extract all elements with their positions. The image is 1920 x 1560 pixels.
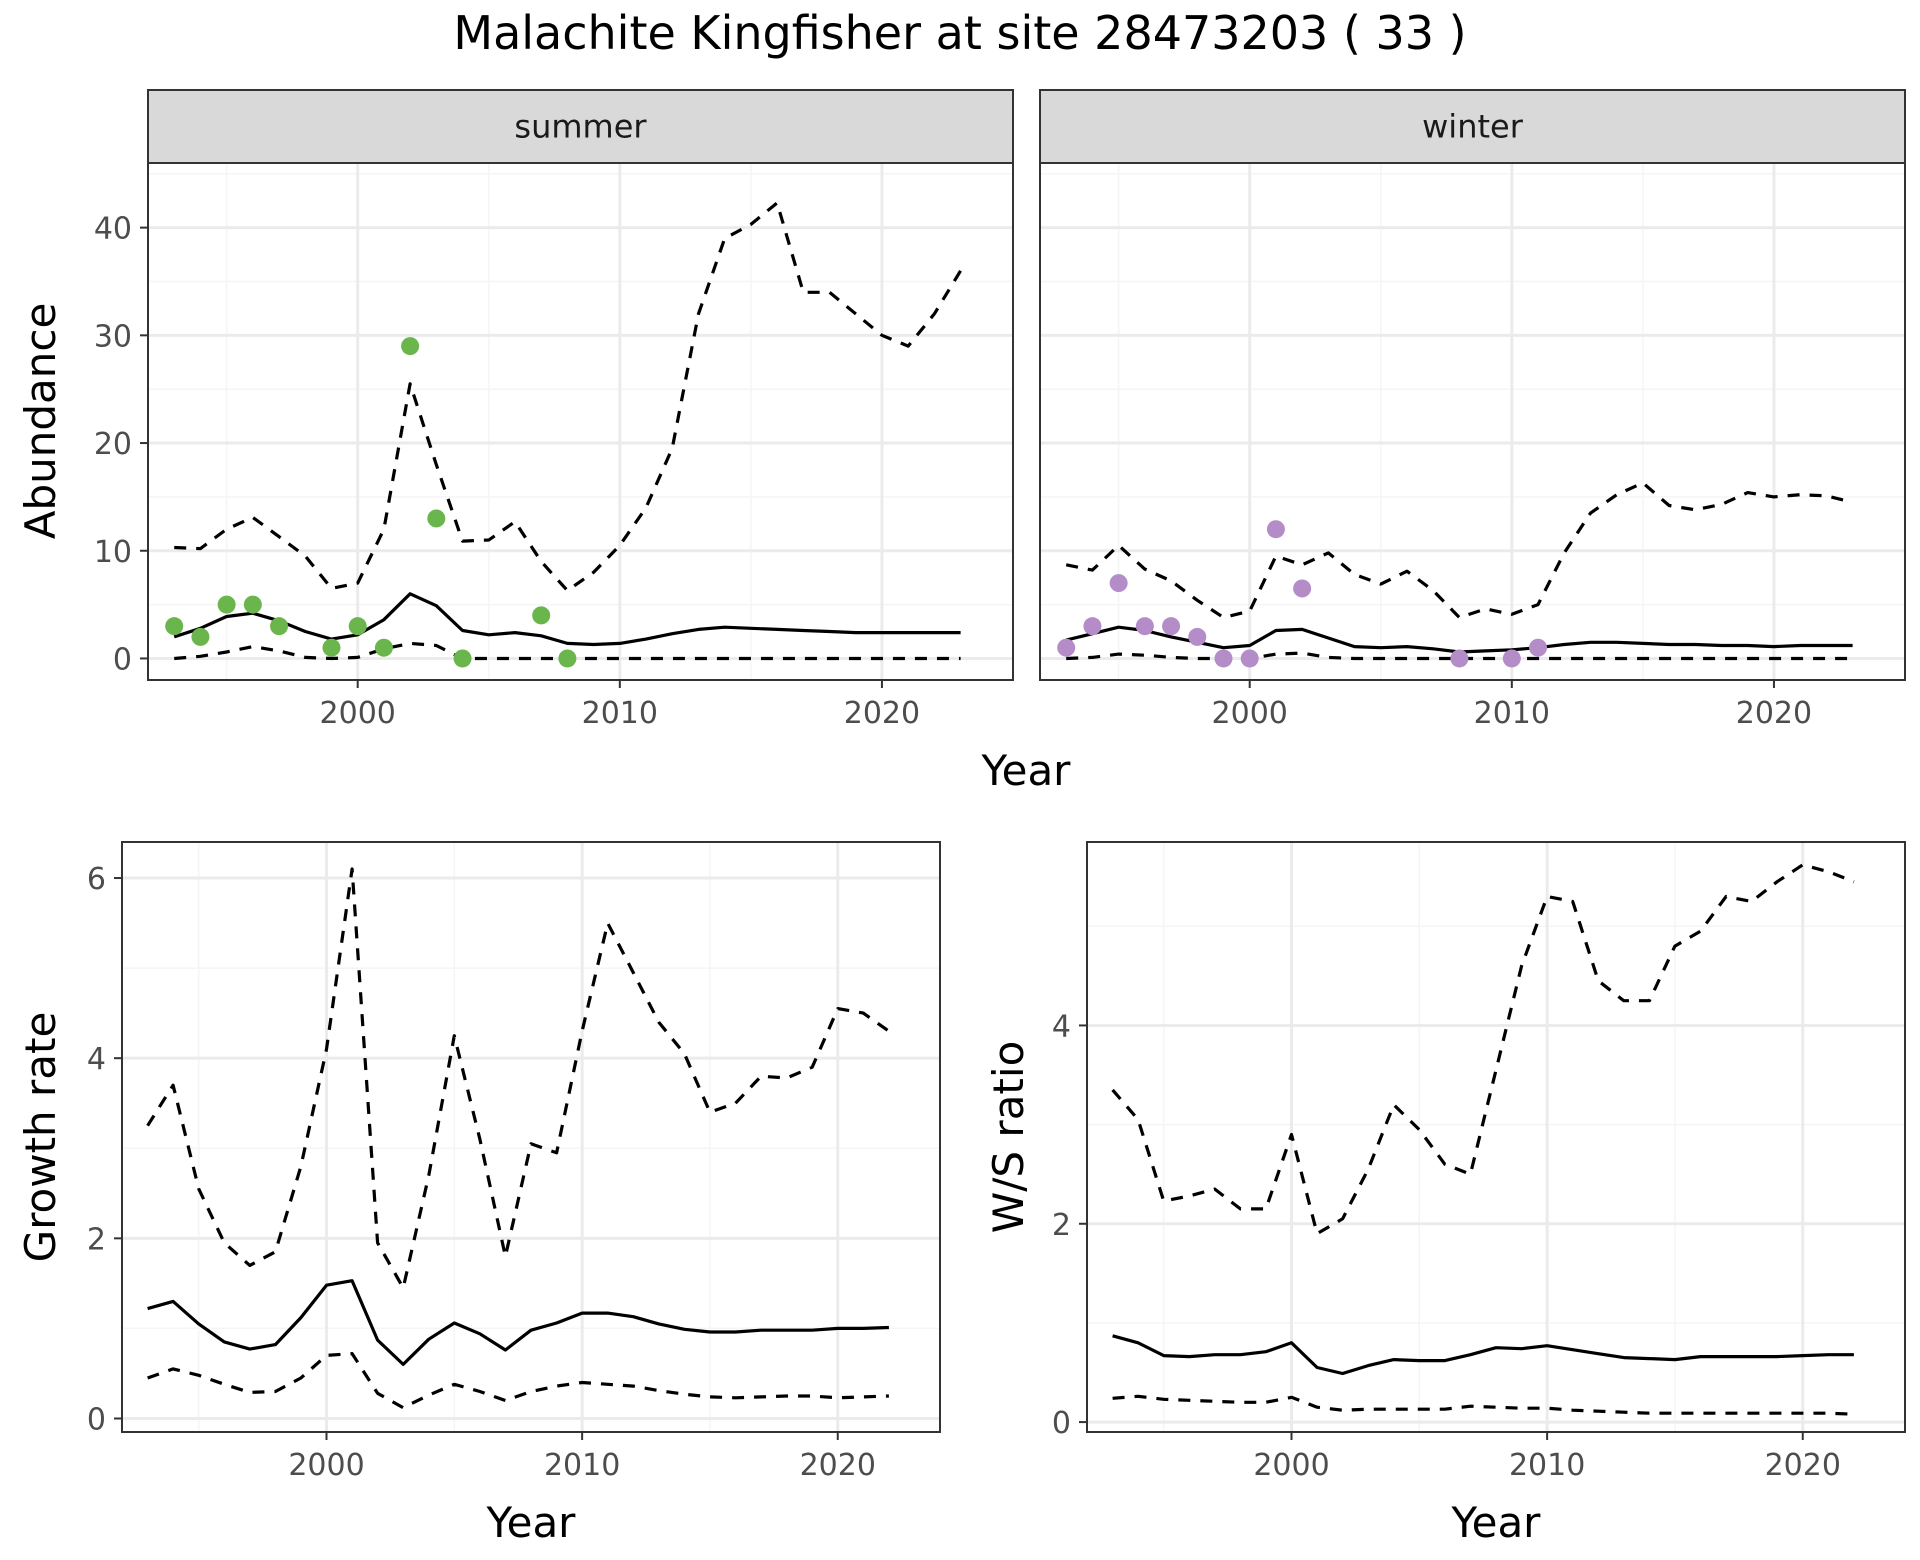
y-tick-label: 2: [87, 1222, 106, 1257]
series-line-upper-bound: [1111, 863, 1855, 1236]
facet-strip: [147, 89, 1014, 164]
observation-point: [1450, 649, 1469, 668]
panel-background: [122, 842, 940, 1432]
y-tick-label: 4: [1052, 1009, 1071, 1044]
observation-point: [401, 337, 420, 356]
panel-background: [1040, 163, 1905, 680]
observation-point: [217, 595, 236, 614]
observation-point: [427, 509, 446, 528]
y-axis-label-growth-rate: Growth rate: [16, 1012, 65, 1263]
facet-strip-label: summer: [514, 108, 647, 146]
observation-point: [348, 617, 367, 636]
observation-point: [1057, 638, 1076, 657]
y-tick-label: 0: [1052, 1406, 1071, 1441]
observation-point: [1214, 649, 1233, 668]
observation-point: [374, 638, 393, 657]
y-tick-label: 10: [94, 535, 132, 570]
y-axis-label-ws-ratio: W/S ratio: [984, 1041, 1033, 1234]
y-tick-label: 4: [87, 1042, 106, 1077]
y-tick-label: 6: [87, 862, 106, 897]
y-tick-label: 0: [87, 1402, 106, 1437]
x-tick-label: 2020: [1736, 696, 1812, 731]
y-tick-label: 2: [1052, 1208, 1071, 1243]
x-tick-label: 2000: [1212, 696, 1288, 731]
observation-point: [453, 649, 472, 668]
chart-title: Malachite Kingfisher at site 28473203 ( …: [453, 6, 1467, 60]
series-line-upper-bound: [1065, 481, 1853, 620]
series-line-lower-bound: [147, 1352, 889, 1410]
x-axis-label-top: Year: [981, 746, 1072, 795]
observation-point: [1135, 617, 1154, 636]
series-line-upper-bound: [146, 867, 890, 1290]
x-tick-label: 2000: [320, 696, 396, 731]
x-tick-label: 2020: [800, 1448, 876, 1483]
observation-point: [270, 617, 289, 636]
y-tick-label: 30: [94, 319, 132, 354]
x-axis-label-bottom-left: Year: [486, 1498, 577, 1547]
observation-point: [322, 638, 341, 657]
observation-point: [165, 617, 184, 636]
y-axis-label-abundance: Abundance: [16, 303, 65, 540]
series-line-lower-bound: [1112, 1394, 1854, 1416]
observation-point: [1502, 649, 1521, 668]
observation-point: [558, 649, 577, 668]
facet-strip: [1039, 89, 1906, 164]
panel-winter: [1039, 89, 1906, 688]
observation-point: [1240, 649, 1259, 668]
observation-point: [532, 606, 551, 625]
panel-bottom-2: [114, 841, 941, 1440]
panel-border: [121, 841, 941, 1433]
y-tick-label: 20: [94, 427, 132, 462]
y-tick-label: 40: [94, 212, 132, 247]
observation-point: [1188, 627, 1207, 646]
y-tick-label: 0: [113, 642, 132, 677]
observation-point: [243, 595, 262, 614]
x-tick-label: 2000: [1253, 1448, 1329, 1483]
observation-point: [1293, 579, 1312, 598]
x-axis-label-bottom-right: Year: [1451, 1498, 1542, 1547]
x-tick-label: 2010: [1509, 1448, 1585, 1483]
x-tick-label: 2010: [544, 1448, 620, 1483]
x-tick-label: 2010: [582, 696, 658, 731]
observation-point: [1083, 617, 1102, 636]
series-line-median: [173, 592, 961, 647]
observation-point: [191, 627, 210, 646]
observation-point: [1529, 638, 1548, 657]
observation-point: [1162, 617, 1181, 636]
x-tick-label: 2000: [288, 1448, 364, 1483]
panel-border: [1086, 841, 1906, 1433]
observation-point: [1266, 520, 1285, 539]
x-tick-label: 2020: [844, 696, 920, 731]
series-line-median: [147, 1279, 889, 1366]
facet-strip-label: winter: [1422, 108, 1524, 146]
panel-summer: [140, 89, 1014, 688]
panel-background: [1087, 842, 1905, 1432]
panel-background: [148, 163, 1013, 680]
series-line-median: [1112, 1334, 1854, 1376]
observation-point: [1109, 574, 1128, 593]
panel-bottom-3: [1079, 841, 1906, 1440]
x-tick-label: 2020: [1765, 1448, 1841, 1483]
x-tick-label: 2010: [1474, 696, 1550, 731]
